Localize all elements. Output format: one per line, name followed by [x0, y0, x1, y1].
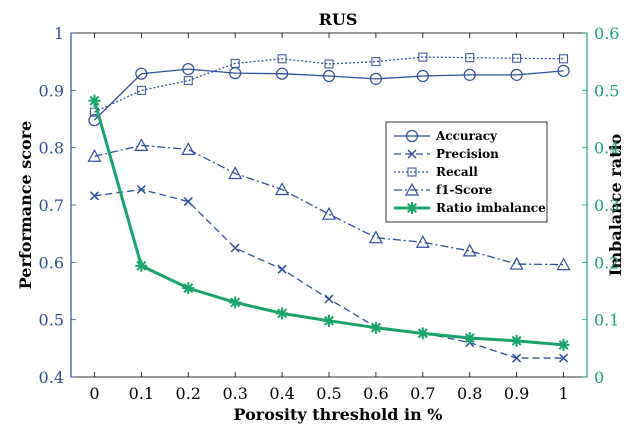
data-point-ratio-imbalance	[276, 307, 289, 320]
x-tick-label: 1	[558, 384, 568, 403]
data-point-accuracy	[463, 68, 476, 81]
x-tick-label: 0.9	[504, 384, 529, 403]
legend-marker-accuracy	[405, 129, 419, 143]
series-accuracy	[88, 63, 570, 127]
legend-label-f1-score: f1-Score	[436, 183, 493, 197]
data-point-recall	[418, 52, 428, 62]
x-tick-label: 0.8	[457, 384, 482, 403]
data-point-f1-score	[228, 166, 243, 180]
data-point-recall	[324, 59, 334, 69]
series-layer	[87, 52, 571, 363]
data-point-ratio-imbalance	[463, 332, 476, 345]
data-point-recall	[230, 58, 240, 68]
data-point-precision	[183, 197, 193, 207]
data-point-ratio-imbalance	[88, 94, 101, 107]
data-point-f1-score	[368, 230, 383, 244]
x-tick-label: 0.4	[269, 384, 294, 403]
series-recall	[89, 52, 569, 117]
legend-label-recall: Recall	[436, 165, 478, 179]
data-point-f1-score	[87, 149, 102, 162]
y-tick-label: 0.6	[39, 253, 64, 272]
x-tick-label: 0.5	[316, 384, 341, 403]
data-point-f1-score	[134, 138, 149, 151]
data-point-precision	[324, 294, 334, 304]
data-point-precision	[230, 243, 240, 253]
data-point-recall	[559, 54, 569, 64]
x-tick-label: 0.2	[176, 384, 201, 403]
data-point-precision	[559, 353, 569, 363]
data-point-f1-score	[462, 243, 477, 257]
x-tick-label: 0.1	[129, 384, 154, 403]
data-point-ratio-imbalance	[510, 334, 523, 347]
series-line-recall	[94, 56, 564, 113]
data-point-precision	[512, 353, 522, 363]
chart-title: RUS	[319, 10, 358, 29]
data-point-ratio-imbalance	[323, 314, 335, 327]
data-point-recall	[136, 85, 146, 95]
data-point-recall	[183, 76, 193, 86]
y2-tick-label: 0.1	[594, 311, 619, 330]
legend-marker-recall	[407, 167, 417, 177]
y2-tick-label: 0	[594, 368, 604, 387]
x-tick-label: 0.7	[410, 384, 435, 403]
data-point-ratio-imbalance	[229, 296, 242, 309]
data-point-ratio-imbalance	[135, 259, 148, 272]
y-tick-label: 0.7	[39, 196, 64, 215]
legend: Accuracy Precision Recall f1-Score Ratio imb…	[385, 121, 548, 223]
data-point-precision	[89, 191, 99, 201]
y2-axis-title: Imbalance ratio	[606, 133, 625, 276]
x-axis-title: Porosity threshold in %	[234, 405, 443, 424]
series-line-accuracy	[93, 68, 564, 121]
y-tick-label: 0.4	[39, 368, 64, 387]
data-point-ratio-imbalance	[182, 282, 195, 295]
data-point-accuracy	[135, 67, 148, 80]
y-axis-title: Performance score	[16, 121, 35, 290]
axes-layer: 0 0.1 0.2 0.3 0.4 0.5 0.6 0.7 0.8 0.9 1 0.4 0.5 0.6 0.…	[39, 24, 620, 403]
data-point-accuracy	[275, 67, 289, 80]
data-point-accuracy	[369, 72, 383, 85]
data-point-ratio-imbalance	[369, 321, 382, 334]
data-point-recall	[371, 57, 381, 67]
data-point-f1-score	[509, 256, 524, 270]
y2-tick-label: 0.4	[594, 139, 619, 158]
data-point-f1-score	[415, 235, 430, 248]
y-tick-label: 0.9	[39, 81, 64, 100]
data-point-accuracy	[557, 64, 570, 77]
x-tick-label: 0.3	[222, 384, 247, 403]
y2-tick-label: 0.2	[594, 253, 619, 272]
legend-label-precision: Precision	[436, 147, 499, 161]
data-point-f1-score	[321, 206, 337, 220]
data-point-ratio-imbalance	[416, 327, 429, 340]
y2-tick-label: 0.3	[594, 196, 619, 215]
x-tick-label: 0.6	[363, 384, 388, 403]
series-ratio-imbalance	[88, 94, 570, 351]
series-f1-score	[87, 138, 571, 271]
data-point-f1-score	[181, 142, 196, 155]
y-tick-label: 0.5	[39, 311, 64, 330]
legend-label-accuracy: Accuracy	[435, 129, 498, 143]
data-point-f1-score	[556, 257, 571, 271]
data-point-accuracy	[416, 69, 429, 83]
data-point-recall	[465, 53, 475, 63]
y2-tick-label: 0.6	[594, 24, 619, 43]
x-tick-label: 0	[89, 384, 99, 403]
data-point-accuracy	[510, 68, 523, 81]
data-point-f1-score	[275, 182, 290, 196]
legend-marker-f1-score	[404, 182, 420, 196]
data-point-precision	[136, 184, 146, 195]
y2-tick-label: 0.5	[594, 81, 619, 100]
data-point-ratio-imbalance	[557, 338, 570, 351]
data-point-precision	[277, 264, 287, 274]
data-point-recall	[277, 54, 287, 64]
data-point-accuracy	[182, 63, 195, 76]
y-tick-label: 1	[54, 24, 64, 43]
data-point-accuracy	[322, 69, 336, 83]
legend-marker-precision	[407, 149, 417, 159]
y-tick-label: 0.8	[39, 139, 64, 158]
legend-label-ratio-imbalance: Ratio imbalance	[436, 201, 546, 215]
data-point-recall	[512, 53, 522, 63]
legend-marker-ratio-imbalance	[406, 202, 418, 214]
